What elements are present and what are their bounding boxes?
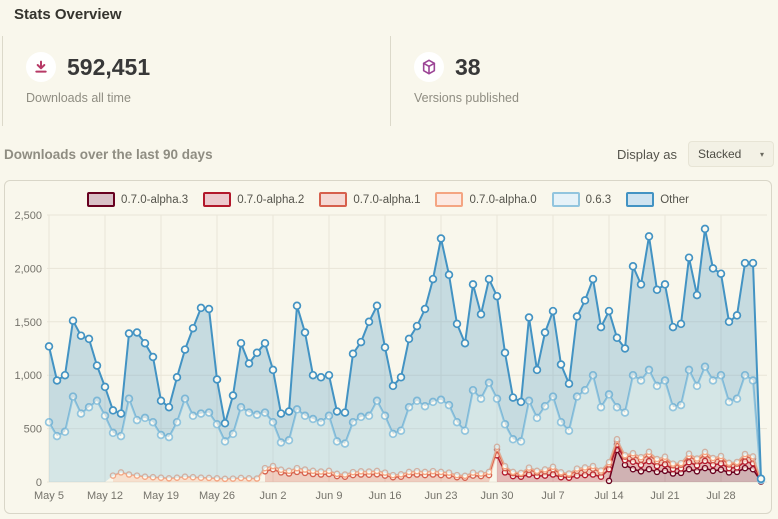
legend-label: 0.7.0-alpha.3 (121, 193, 189, 206)
stats-row: 592,451 Downloads all time 38 Versions p… (2, 36, 778, 126)
svg-text:Jul 28: Jul 28 (706, 490, 735, 502)
svg-text:May 5: May 5 (34, 490, 64, 502)
legend-item[interactable]: 0.7.0-alpha.3 (87, 192, 188, 207)
page-title: Stats Overview (14, 6, 122, 23)
versions-published-value: 38 (455, 53, 481, 80)
legend-label: Other (660, 193, 689, 206)
svg-text:Jun 2: Jun 2 (260, 490, 287, 502)
legend-item[interactable]: 0.7.0-alpha.0 (435, 192, 537, 207)
legend-swatch (87, 192, 116, 207)
download-icon (26, 52, 56, 82)
chart-card: 0 500 1,000 1,500 2,000 2,500 May 5 May 12 May 1… (4, 180, 772, 514)
svg-text:2,500: 2,500 (14, 210, 42, 222)
legend-item[interactable]: Other (626, 192, 689, 207)
display-as-label: Display as (617, 146, 677, 162)
legend-label: 0.7.0-alpha.0 (469, 193, 537, 206)
svg-text:Jun 23: Jun 23 (424, 490, 457, 502)
svg-text:0: 0 (36, 477, 42, 489)
svg-text:Jun 9: Jun 9 (316, 490, 343, 502)
downloads-all-time-value: 592,451 (67, 53, 151, 80)
legend-label: 0.7.0-alpha.2 (237, 193, 305, 206)
legend-swatch (319, 192, 348, 207)
svg-text:Jun 30: Jun 30 (480, 490, 513, 502)
legend-item[interactable]: 0.7.0-alpha.1 (319, 192, 420, 207)
versions-published-label: Versions published (414, 91, 519, 105)
stats-versions-card: 38 Versions published (390, 36, 778, 126)
section-title: Downloads over the last 90 days (4, 146, 213, 162)
chart-legend: 0.7.0-alpha.3 0.7.0-alpha.2 0.7.0-alpha.1 0… (5, 192, 771, 207)
svg-text:May 12: May 12 (87, 490, 123, 502)
svg-text:1,000: 1,000 (14, 370, 42, 382)
svg-text:1,500: 1,500 (14, 317, 42, 329)
legend-label: 0.7.0-alpha.1 (353, 193, 421, 206)
legend-item[interactable]: 0.6.3 (551, 192, 612, 207)
legend-swatch (626, 192, 655, 207)
svg-text:Jun 16: Jun 16 (368, 490, 401, 502)
svg-text:2,000: 2,000 (14, 263, 42, 275)
legend-label: 0.6.3 (585, 193, 612, 206)
display-as-select[interactable]: Stacked ▾ (688, 141, 774, 167)
section-header: Downloads over the last 90 days Display … (4, 139, 774, 169)
svg-text:Jul 21: Jul 21 (650, 490, 679, 502)
chevron-down-icon: ▾ (759, 149, 764, 159)
package-icon (414, 52, 444, 82)
downloads-chart[interactable]: 0 500 1,000 1,500 2,000 2,500 May 5 May 12 May 1… (5, 181, 771, 513)
svg-text:May 19: May 19 (143, 490, 179, 502)
stats-downloads-card: 592,451 Downloads all time (2, 36, 390, 126)
svg-text:500: 500 (24, 424, 42, 436)
svg-text:Jul 14: Jul 14 (594, 490, 623, 502)
legend-swatch (551, 192, 580, 207)
svg-text:Jul 7: Jul 7 (541, 490, 564, 502)
svg-text:May 26: May 26 (199, 490, 235, 502)
downloads-all-time-label: Downloads all time (26, 91, 131, 105)
display-as-selected-value: Stacked (698, 147, 742, 161)
legend-item[interactable]: 0.7.0-alpha.2 (203, 192, 304, 207)
legend-swatch (203, 192, 232, 207)
legend-swatch (435, 192, 464, 207)
